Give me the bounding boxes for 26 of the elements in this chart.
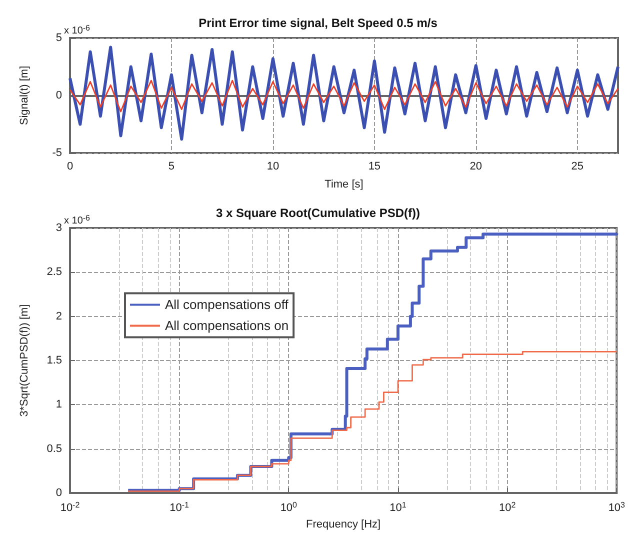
y-tick-label: 1 [56,398,62,411]
x-tick-label: 25 [571,160,584,172]
y-tick-label: 2 [56,310,62,322]
y-tick-label: 0 [56,487,62,499]
y-tick-label: 0 [56,90,62,102]
x-tick-label: 10 [266,160,280,172]
legend-label: All compensations on [165,318,289,334]
x-tick-label: 15 [368,160,381,172]
x-axis-title: Time [s] [324,178,364,190]
legend-label: All compensations off [165,297,289,312]
y-tick-label: -5 [52,147,62,159]
y-tick-label: 1.5 [46,354,62,366]
x-tick-label: 5 [168,160,175,172]
y-axis-title: Signal(t) [m] [18,66,30,126]
y-tick-label: 5 [56,32,62,44]
y-axis-title: 3*Sqrt(CumPSD(f)) [m] [18,304,30,417]
x-tick-label: 0 [66,160,74,172]
line-series [69,80,619,112]
y-tick-label: 0.5 [46,442,62,455]
chart-title: Print Error time signal, Belt Speed 0.5 m/s [198,16,438,30]
line-series [68,46,620,141]
y-tick-label: 2.5 [46,266,62,278]
x-tick-label: 20 [470,160,482,172]
chart-title: 3 x Square Root(Cumulative PSD(f)) [216,206,420,220]
x-axis-title: Frequency [Hz] [306,518,381,530]
y-tick-label: 3 [56,222,62,234]
